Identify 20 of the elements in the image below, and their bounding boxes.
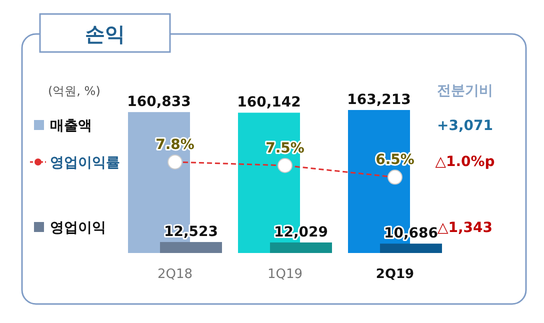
text: 전분기비 [437, 83, 493, 99]
legend-label: 영업이익률 [50, 155, 120, 171]
annotation: △1.0%p [435, 154, 495, 170]
bar [380, 244, 442, 253]
annotation: △1,343 [437, 220, 493, 236]
annotation: +3,071 [436, 118, 494, 134]
bar [160, 242, 222, 253]
data-label: 7.8% [156, 137, 194, 153]
x-tick-label: 2Q18 [157, 267, 193, 282]
data-label: 160,142 [237, 94, 301, 111]
data-label: 12,523 [164, 224, 218, 240]
text: (억원, %) [48, 84, 100, 98]
legend-label: 영업이익 [50, 220, 106, 236]
x-tick-label: 2Q19 [376, 267, 414, 282]
data-label: 163,213 [347, 92, 411, 108]
x-tick-label: 1Q19 [267, 267, 303, 282]
bar [270, 242, 332, 253]
data-label: 160,833 [127, 94, 191, 110]
legend-label: 매출액 [50, 118, 92, 134]
chart-title: 손익 [85, 22, 125, 46]
